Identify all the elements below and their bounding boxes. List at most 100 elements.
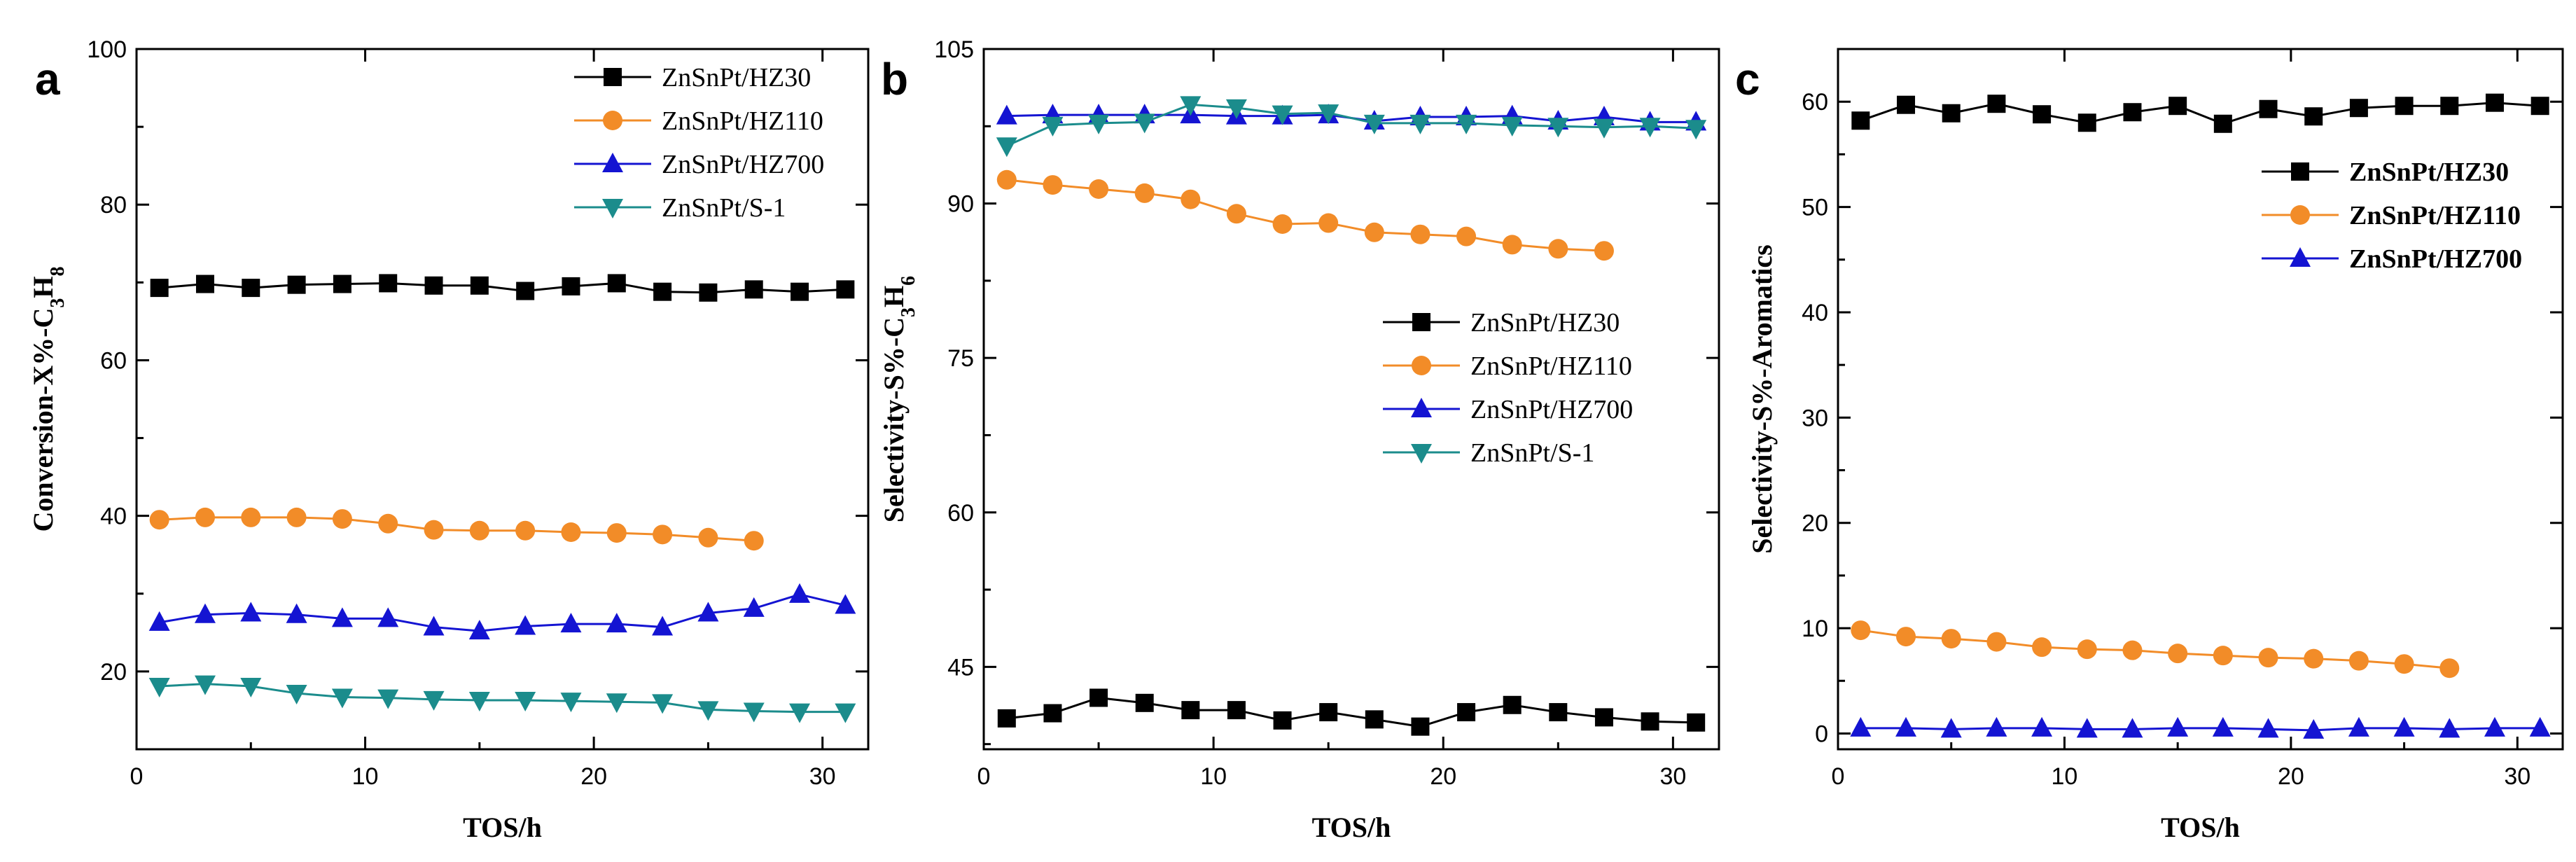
panel-letter: c — [1735, 54, 1760, 104]
x-tick-label: 0 — [1832, 763, 1845, 790]
y-tick-label: 75 — [947, 345, 974, 372]
legend-marker — [2290, 247, 2311, 267]
y-axis-title-part: Selectivity-S%-Aromatics — [1746, 244, 1778, 553]
y-tick-label: 40 — [100, 503, 127, 530]
y-axis-title-part: 3 — [898, 307, 919, 317]
data-point — [1089, 688, 1108, 707]
data-point — [1503, 695, 1522, 714]
y-tick-label: 60 — [947, 500, 974, 527]
data-point — [1088, 114, 1110, 134]
data-point — [2484, 716, 2505, 737]
data-point — [1940, 718, 1962, 738]
data-point — [1134, 113, 1155, 134]
data-point — [607, 274, 626, 293]
y-tick-label: 20 — [1802, 510, 1828, 537]
y-tick-label: 0 — [1815, 721, 1828, 747]
data-point — [1850, 716, 1872, 737]
data-point — [287, 275, 306, 294]
y-tick-label: 50 — [1802, 195, 1828, 221]
data-point — [333, 274, 351, 293]
data-point — [2304, 107, 2323, 126]
data-point — [562, 277, 580, 296]
data-point — [241, 507, 261, 527]
data-point — [606, 523, 627, 543]
legend-label: ZnSnPt/HZ30 — [662, 63, 811, 92]
data-point — [1685, 120, 1707, 140]
data-point — [1895, 716, 1917, 737]
data-point — [560, 693, 582, 713]
data-point — [836, 280, 855, 299]
data-point — [697, 602, 719, 622]
data-point — [1942, 104, 1961, 123]
data-point — [2167, 716, 2189, 737]
data-point — [1896, 627, 1916, 647]
data-point — [150, 279, 169, 298]
data-point — [2395, 97, 2414, 116]
legend-marker — [602, 153, 623, 172]
data-point — [1089, 179, 1109, 199]
data-point — [789, 583, 811, 603]
data-point — [148, 611, 170, 631]
series-line — [1860, 102, 2540, 125]
data-point — [1851, 111, 1870, 130]
data-point — [2393, 716, 2415, 737]
data-point — [195, 274, 214, 293]
data-point — [516, 281, 535, 300]
data-point — [286, 685, 307, 704]
legend-marker — [2290, 205, 2310, 225]
legend-label: ZnSnPt/HZ700 — [2349, 244, 2522, 274]
x-tick-label: 20 — [2278, 763, 2304, 790]
data-point — [379, 274, 398, 293]
x-tick-label: 10 — [2052, 763, 2078, 790]
data-point — [697, 701, 719, 721]
panel-a: 0 10 20 30 20 40 60 80 100 a TOS/h Conversion-X%-C3… — [27, 36, 870, 843]
x-tick-label: 30 — [1659, 763, 1686, 790]
data-point — [1181, 701, 1200, 720]
y-axis-title: Selectivity-S%-Aromatics — [1746, 244, 1778, 553]
y-axis-title-part: 6 — [898, 276, 919, 286]
legend-marker — [604, 68, 622, 86]
panel-c: 0 10 20 30 0 10 20 30 40 50 60 c TOS/h Selectivity-S%… — [1735, 48, 2564, 843]
data-point — [194, 675, 216, 695]
data-point — [377, 689, 399, 709]
y-axis-title-part: H — [27, 276, 59, 298]
x-tick-label: 10 — [352, 763, 379, 790]
data-point — [470, 276, 489, 295]
x-tick-label: 30 — [2504, 763, 2530, 790]
data-point — [286, 603, 307, 623]
data-point — [996, 169, 1017, 190]
series-line — [159, 281, 846, 294]
data-point — [1226, 204, 1246, 224]
y-tick-label: 60 — [1802, 89, 1828, 116]
data-point — [1594, 708, 1613, 727]
data-point — [2529, 716, 2551, 737]
data-point — [2077, 639, 2097, 660]
data-point — [835, 703, 856, 723]
y-tick-label: 60 — [100, 347, 127, 374]
data-point — [2257, 718, 2279, 738]
data-point — [1319, 703, 1338, 722]
data-point — [2259, 99, 2278, 118]
data-point — [515, 520, 536, 541]
data-point — [789, 703, 811, 723]
data-point — [652, 694, 674, 714]
data-point — [2213, 114, 2232, 133]
data-point — [1547, 118, 1569, 138]
data-point — [1365, 710, 1384, 729]
data-point — [2123, 103, 2142, 122]
x-tick-label: 0 — [130, 763, 144, 790]
legend-label: ZnSnPt/HZ110 — [662, 106, 823, 136]
data-point — [1318, 104, 1339, 125]
data-point — [1272, 214, 1293, 234]
data-point — [2212, 716, 2234, 737]
legend-label: ZnSnPt/HZ110 — [2349, 201, 2521, 230]
plot-frame — [982, 48, 1720, 751]
data-point — [424, 276, 443, 295]
data-point — [1456, 114, 1477, 134]
plot-frame — [135, 48, 870, 751]
legend-label: ZnSnPt/HZ30 — [1470, 308, 1620, 338]
legend-label: ZnSnPt/HZ30 — [2349, 158, 2509, 187]
data-point — [561, 522, 581, 542]
plot-frame — [1837, 48, 2564, 751]
